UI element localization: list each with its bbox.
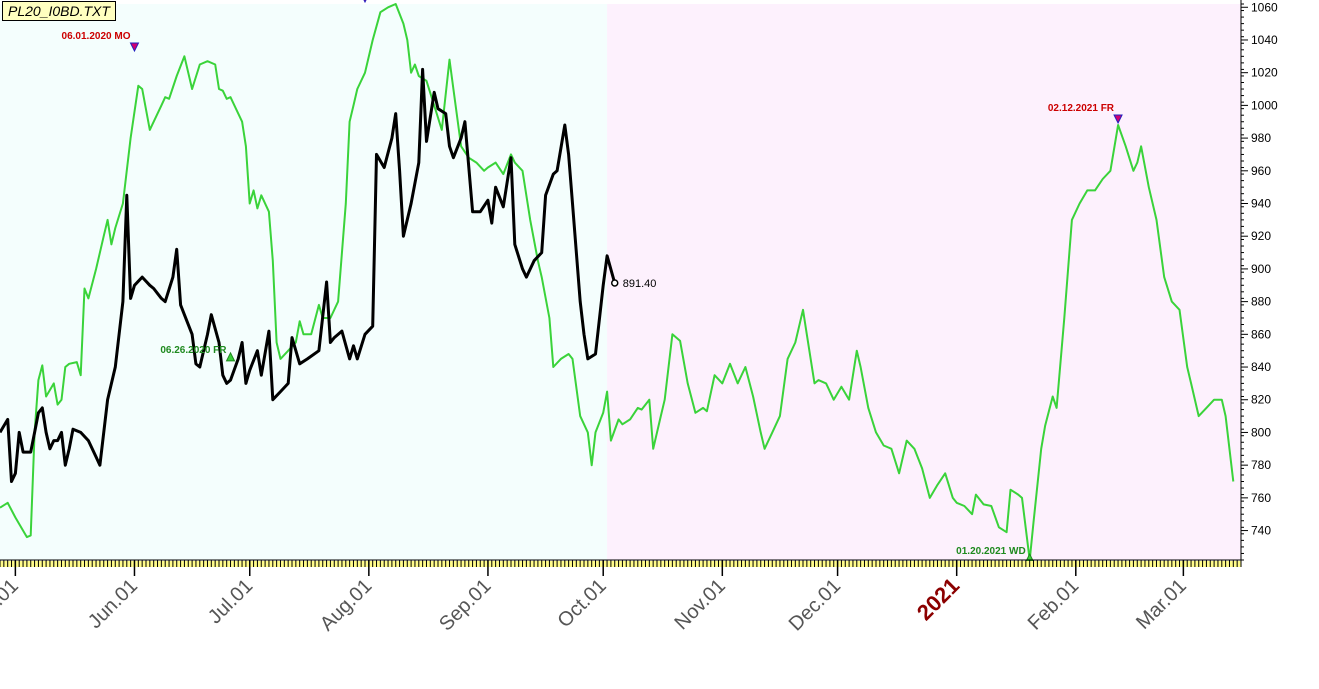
x-year-label: 2021 (912, 573, 964, 625)
high-marker-3 (1113, 114, 1123, 125)
high-marker-0 (129, 42, 140, 53)
x-month-label: Sep.01 (435, 575, 495, 635)
y-tick-label: 920 (1251, 229, 1271, 243)
x-month-label: Feb.01 (1024, 575, 1084, 635)
annotation-label-4: 01.20.2021 WD (956, 546, 1026, 557)
y-tick-label: 1000 (1251, 98, 1278, 112)
x-month-label: Jun.01 (84, 575, 142, 633)
y-tick-label: 940 (1251, 197, 1271, 211)
y-tick-label: 760 (1251, 491, 1271, 505)
y-tick-label: 900 (1251, 262, 1271, 276)
annotation-label-0: 06.01.2020 MO (62, 31, 131, 42)
annotation-label-2: 06.26.2020 FR (160, 345, 227, 356)
x-month-label: Jul.01 (204, 575, 257, 628)
chart-annotations: 06.01.2020 MO07.31.2020 FR06.26.2020 FR0… (62, 0, 1123, 563)
y-tick-label: 780 (1251, 458, 1271, 472)
last-value-label: 891.40 (623, 278, 657, 290)
series-line-0 (0, 3, 1235, 561)
background-region-0 (0, 4, 608, 560)
low-marker-2 (225, 351, 236, 362)
chart-regions (0, 4, 1241, 560)
y-tick-label: 820 (1251, 393, 1271, 407)
chart-title: PL20_I0BD.TXT (2, 1, 116, 21)
y-tick-label: 960 (1251, 164, 1271, 178)
annotation-label-3: 02.12.2021 FR (1048, 103, 1115, 114)
last-value-marker (610, 279, 619, 287)
y-tick-label: 860 (1251, 327, 1271, 341)
chart-series: 891.40 (0, 3, 1235, 561)
y-tick-label: 840 (1251, 360, 1271, 374)
y-tick-label: 800 (1251, 425, 1271, 439)
y-axis: 740 760 780 800 820 840 860 880 900 920 940 960 980 1… (1240, 0, 1278, 566)
x-month-label: Nov.01 (671, 575, 730, 634)
y-tick-label: 880 (1251, 295, 1271, 309)
x-month-label: Oct.01 (554, 575, 611, 632)
background-region-1 (607, 4, 1241, 560)
x-month-label: Aug.01 (316, 575, 376, 635)
y-tick-label: 1060 (1251, 0, 1278, 14)
x-month-label: May.01 (0, 575, 23, 636)
x-month-label: Mar.01 (1132, 575, 1191, 634)
high-marker-1 (363, 0, 367, 4)
y-tick-label: 740 (1251, 524, 1271, 538)
y-tick-label: 1040 (1251, 33, 1278, 47)
series-line-1 (0, 67, 617, 483)
x-axis: May.01 Jun.01 Jul.01 Aug.01 Sep.01 Oct.01 Nov.… (0, 559, 1242, 636)
y-tick-label: 980 (1251, 131, 1271, 145)
x-axis-band (0, 561, 1241, 567)
y-tick-label: 1020 (1251, 66, 1278, 80)
x-month-label: Dec.01 (785, 575, 845, 635)
